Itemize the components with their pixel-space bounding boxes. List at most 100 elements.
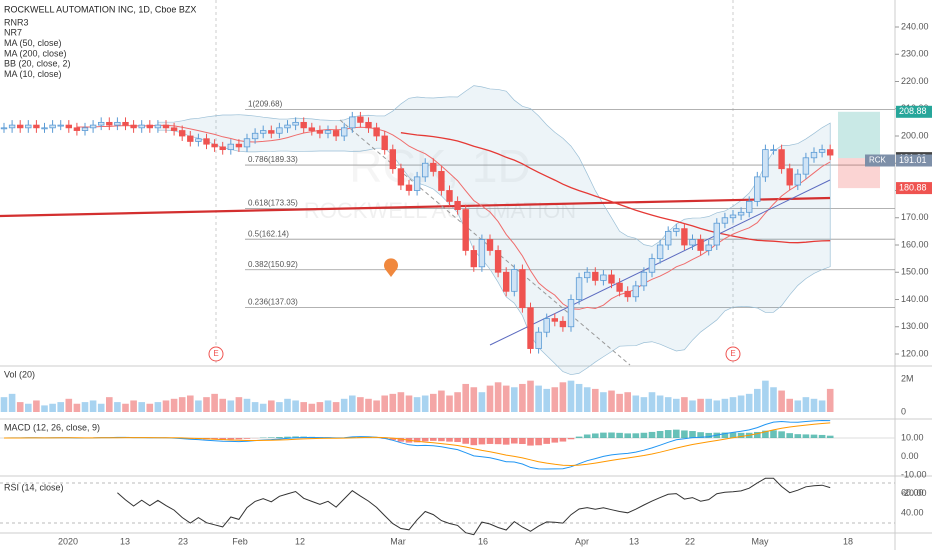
candle bbox=[600, 274, 607, 281]
date-label: 13 bbox=[629, 536, 639, 546]
rsi-label: RSI (14, close) bbox=[4, 482, 64, 492]
macd-histogram bbox=[551, 438, 559, 443]
candle bbox=[462, 209, 469, 251]
alert-pin bbox=[384, 258, 399, 277]
macd-histogram bbox=[697, 432, 704, 438]
volume-bar bbox=[178, 397, 186, 412]
volume-bar bbox=[227, 400, 235, 412]
volume-bar bbox=[106, 397, 113, 412]
candle bbox=[640, 271, 648, 287]
macd-histogram bbox=[511, 438, 518, 444]
volume-bar bbox=[73, 403, 81, 412]
indicator-label: RNR3 bbox=[4, 17, 29, 27]
price-tick-label: 240.00 bbox=[901, 21, 929, 31]
volume-bar bbox=[794, 400, 802, 412]
price-tick-label: 120.00 bbox=[901, 348, 929, 358]
candle bbox=[470, 250, 477, 268]
candle bbox=[754, 176, 761, 202]
candle bbox=[673, 228, 680, 232]
macd-histogram bbox=[494, 438, 502, 445]
macd-histogram bbox=[219, 438, 226, 440]
indicator-label: MA (10, close) bbox=[4, 69, 62, 79]
candle bbox=[551, 318, 558, 322]
volume-bar bbox=[486, 385, 494, 412]
volume-bar bbox=[114, 402, 121, 412]
candle bbox=[373, 127, 380, 137]
volume-bar bbox=[527, 380, 534, 412]
volume-bar bbox=[535, 385, 542, 412]
candle bbox=[648, 258, 656, 273]
macd-histogram bbox=[770, 430, 777, 438]
candle bbox=[73, 127, 81, 131]
fib-label: 0.236(137.03) bbox=[248, 298, 298, 307]
candle bbox=[195, 138, 202, 142]
candle bbox=[737, 211, 745, 216]
volume-bar bbox=[300, 402, 307, 412]
volume-bar bbox=[397, 392, 405, 412]
volume-axis: 0 bbox=[901, 406, 906, 416]
candle bbox=[41, 127, 48, 130]
macd-histogram bbox=[624, 433, 631, 438]
fib-label: 1(209.68) bbox=[248, 100, 283, 109]
date-label: Feb bbox=[232, 536, 248, 546]
macd-histogram bbox=[664, 430, 672, 438]
date-label: 22 bbox=[685, 536, 695, 546]
volume-bar bbox=[713, 400, 721, 412]
candle bbox=[535, 331, 542, 349]
volume-bar bbox=[600, 392, 607, 412]
candle bbox=[251, 132, 259, 140]
macd-histogram bbox=[778, 431, 785, 438]
candle bbox=[340, 127, 348, 137]
volume-bar bbox=[583, 387, 591, 412]
macd-histogram bbox=[389, 438, 397, 441]
candle bbox=[584, 271, 591, 279]
volume-bar bbox=[340, 398, 348, 412]
candle bbox=[818, 149, 826, 153]
date-label: Mar bbox=[390, 536, 406, 546]
macd-histogram bbox=[243, 438, 251, 439]
candle bbox=[16, 124, 24, 129]
candle bbox=[446, 190, 453, 202]
candle bbox=[49, 124, 56, 129]
volume-bar bbox=[575, 383, 583, 412]
candle bbox=[381, 135, 388, 151]
volume-bar bbox=[559, 382, 567, 412]
macd-histogram bbox=[454, 438, 461, 443]
candle bbox=[567, 299, 575, 328]
candle bbox=[827, 149, 834, 156]
candle bbox=[268, 130, 275, 134]
candle bbox=[106, 121, 113, 126]
volume-bar bbox=[818, 400, 826, 412]
rsi-axis: 40.00 bbox=[901, 507, 924, 517]
candle bbox=[746, 200, 753, 213]
volume-bar bbox=[219, 398, 226, 412]
volume-bar bbox=[729, 397, 737, 412]
macd-histogram bbox=[632, 433, 640, 438]
candle bbox=[114, 121, 121, 126]
volume-bar bbox=[381, 395, 388, 412]
price-tick-label: 140.00 bbox=[901, 294, 929, 304]
fib-label: 0.618(173.35) bbox=[248, 199, 298, 208]
macd-histogram bbox=[527, 438, 534, 446]
volume-bar bbox=[25, 403, 32, 412]
price-tick-label: 130.00 bbox=[901, 321, 929, 331]
volume-bar bbox=[349, 395, 356, 412]
candle bbox=[656, 244, 664, 260]
volume-bar bbox=[332, 402, 340, 412]
volume-bar bbox=[154, 402, 162, 412]
macd-histogram bbox=[462, 438, 469, 444]
price-tag-label: 191.01 bbox=[899, 155, 927, 165]
macd-histogram bbox=[592, 433, 599, 438]
candle bbox=[559, 320, 567, 328]
volume-bar bbox=[762, 380, 769, 412]
candle bbox=[632, 285, 639, 298]
macd-histogram bbox=[268, 437, 275, 438]
candle bbox=[146, 124, 153, 129]
candle bbox=[624, 290, 631, 298]
indicator-label: BB (20, close, 2) bbox=[4, 59, 71, 69]
candle bbox=[276, 127, 283, 134]
macd-histogram bbox=[705, 432, 712, 438]
volume-bar bbox=[737, 395, 745, 412]
volume-bar bbox=[389, 393, 397, 412]
